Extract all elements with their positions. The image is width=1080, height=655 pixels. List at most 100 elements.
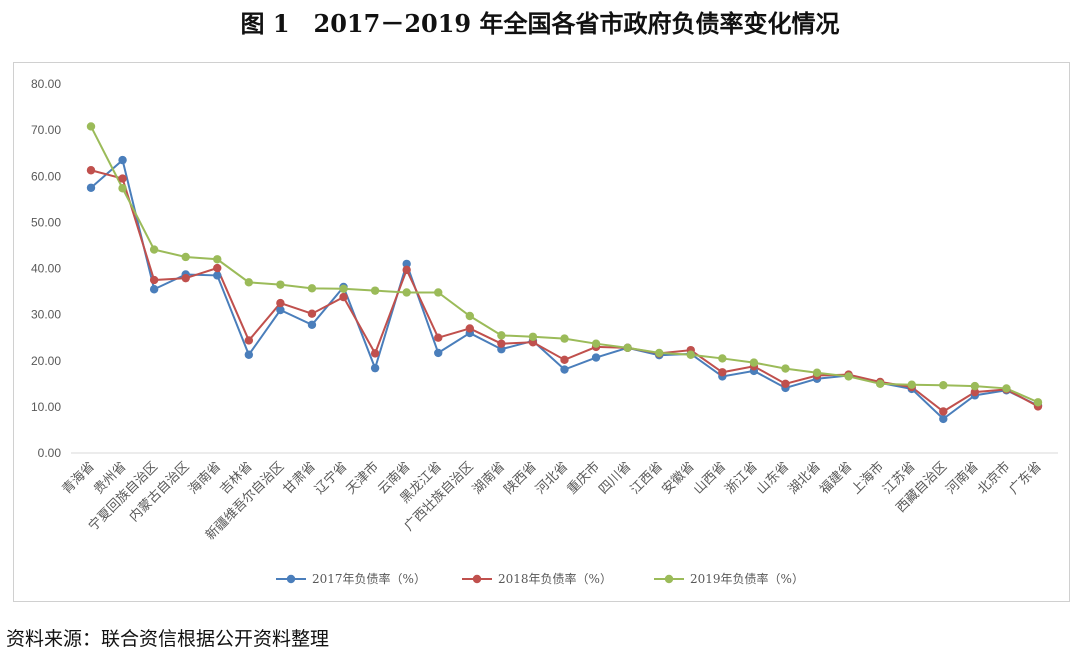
data-point xyxy=(276,305,285,315)
y-tick-label: 10.00 xyxy=(31,400,61,414)
data-point xyxy=(939,380,948,390)
data-point xyxy=(749,358,759,367)
data-point xyxy=(307,320,317,329)
x-tick-label: 河北省 xyxy=(533,459,571,497)
x-tick-label: 北京市 xyxy=(974,459,1013,498)
data-point xyxy=(244,336,254,345)
x-tick-label: 四川省 xyxy=(596,459,634,497)
y-tick-label: 0.00 xyxy=(38,446,62,460)
data-point xyxy=(402,288,411,297)
data-point xyxy=(1033,398,1043,407)
data-point xyxy=(370,349,380,358)
data-point xyxy=(434,333,443,342)
data-point xyxy=(434,348,443,358)
x-tick-label: 江西省 xyxy=(628,459,666,497)
x-tick-label: 陕西省 xyxy=(502,459,540,497)
data-point xyxy=(213,255,222,264)
data-point xyxy=(370,286,380,295)
y-tick-label: 30.00 xyxy=(31,308,61,322)
data-point xyxy=(686,350,695,359)
data-point xyxy=(181,252,190,262)
data-point xyxy=(276,280,285,289)
data-point xyxy=(497,331,506,340)
x-tick-label: 天津市 xyxy=(343,459,382,498)
data-point xyxy=(465,324,474,333)
legend-label: 2017年负债率（%） xyxy=(312,571,426,586)
data-point xyxy=(655,348,664,358)
data-point xyxy=(591,339,601,348)
data-point xyxy=(560,355,569,365)
data-point xyxy=(86,166,96,175)
x-tick-label: 浙江省 xyxy=(723,459,761,497)
data-point xyxy=(812,368,822,377)
y-tick-label: 50.00 xyxy=(31,215,61,229)
data-point xyxy=(213,271,222,280)
page-title: 图 1 2017－2019 年全国各省市政府负债率变化情况 xyxy=(240,9,840,38)
x-tick-label: 上海市 xyxy=(848,459,887,498)
data-point xyxy=(875,379,885,389)
data-point xyxy=(86,122,96,131)
y-tick-label: 20.00 xyxy=(31,354,61,368)
chart-frame: 0.00 10.00 20.00 30.00 40.00 50.00 60.00 70.00 8… xyxy=(13,62,1070,602)
x-tick-label: 山西省 xyxy=(691,459,729,497)
x-tick-label: 安徽省 xyxy=(659,459,697,497)
data-point xyxy=(907,380,916,389)
x-tick-label: 海南省 xyxy=(185,459,224,498)
x-tick-label: 广东省 xyxy=(1007,459,1045,497)
legend-label: 2019年负债率（%） xyxy=(690,571,804,586)
x-tick-label: 青海省 xyxy=(60,459,98,497)
data-point xyxy=(181,273,190,283)
data-point xyxy=(86,183,96,192)
series-line-2017 xyxy=(90,158,1039,421)
x-tick-label: 河南省 xyxy=(943,459,982,498)
data-point xyxy=(402,265,411,275)
data-point xyxy=(118,184,127,193)
data-point xyxy=(244,278,254,287)
x-tick-label: 山东省 xyxy=(754,459,792,497)
data-point xyxy=(781,364,790,373)
line-chart: 0.00 10.00 20.00 30.00 40.00 50.00 60.00 70.00 8… xyxy=(31,77,1058,586)
data-point xyxy=(402,259,411,269)
data-point xyxy=(560,334,569,343)
x-tick-label: 福建省 xyxy=(817,459,855,497)
data-point xyxy=(370,363,380,373)
data-point xyxy=(307,309,317,318)
data-point xyxy=(970,387,980,397)
data-point xyxy=(118,174,127,183)
data-point xyxy=(970,381,980,391)
legend-marker xyxy=(664,574,674,584)
data-point xyxy=(718,354,727,363)
legend-label: 2018年负债率（%） xyxy=(498,571,612,586)
x-tick-label: 湖南省 xyxy=(469,459,508,498)
legend-marker xyxy=(286,574,296,584)
data-point xyxy=(844,372,853,381)
data-point xyxy=(623,343,632,353)
data-point xyxy=(149,285,159,294)
data-point xyxy=(434,288,443,297)
data-point xyxy=(939,414,948,424)
data-point xyxy=(339,284,348,293)
x-tick-label: 辽宁省 xyxy=(311,459,350,498)
y-tick-label: 70.00 xyxy=(31,123,61,137)
data-point xyxy=(244,350,254,359)
data-point xyxy=(781,379,790,389)
y-tick-label: 60.00 xyxy=(31,169,61,183)
data-point xyxy=(1002,384,1011,393)
x-tick-label: 湖北省 xyxy=(786,459,824,497)
data-point xyxy=(560,365,569,374)
data-point xyxy=(591,353,601,362)
data-point xyxy=(528,332,538,341)
series-line-2018 xyxy=(90,169,1039,413)
legend-marker xyxy=(472,574,482,584)
y-tick-label: 80.00 xyxy=(31,77,61,91)
data-point xyxy=(307,284,317,293)
data-point xyxy=(149,245,159,254)
data-point xyxy=(149,275,159,285)
data-point xyxy=(718,368,727,377)
data-point xyxy=(339,292,348,302)
x-tick-label: 甘肃省 xyxy=(281,459,319,497)
x-tick-label: 重庆市 xyxy=(564,459,603,498)
source-note: 资料来源：联合资信根据公开资料整理 xyxy=(6,628,330,650)
data-point xyxy=(939,407,948,416)
y-tick-label: 40.00 xyxy=(31,262,61,276)
